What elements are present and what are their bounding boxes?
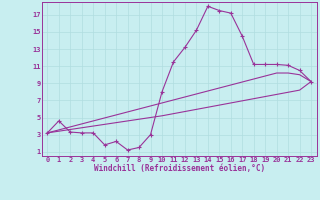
X-axis label: Windchill (Refroidissement éolien,°C): Windchill (Refroidissement éolien,°C) [94,164,265,173]
